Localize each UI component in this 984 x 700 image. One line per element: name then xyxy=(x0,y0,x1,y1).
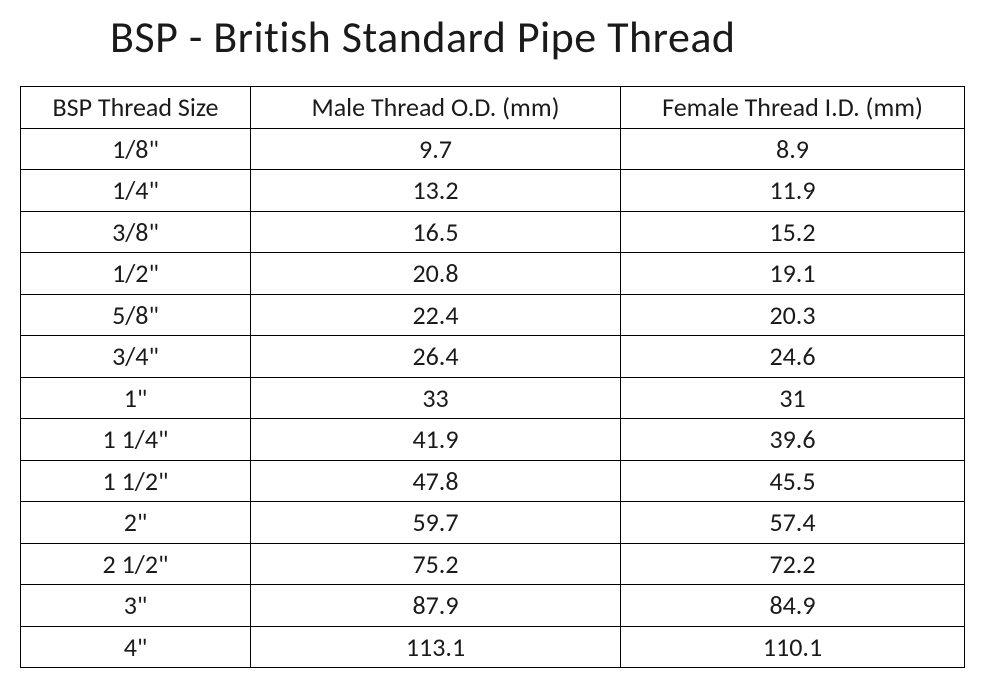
cell-size: 1 1/2" xyxy=(21,460,251,502)
cell-female-id: 11.9 xyxy=(621,170,965,212)
cell-female-id: 57.4 xyxy=(621,502,965,544)
cell-size: 1/4" xyxy=(21,170,251,212)
cell-male-od: 41.9 xyxy=(251,419,621,461)
table-row: 3/8" 16.5 15.2 xyxy=(21,211,965,253)
cell-size: 4" xyxy=(21,626,251,668)
cell-female-id: 8.9 xyxy=(621,128,965,170)
cell-size: 1 1/4" xyxy=(21,419,251,461)
table-row: 3" 87.9 84.9 xyxy=(21,585,965,627)
cell-size: 1" xyxy=(21,377,251,419)
cell-size: 5/8" xyxy=(21,294,251,336)
table-row: 1/2" 20.8 19.1 xyxy=(21,253,965,295)
cell-male-od: 16.5 xyxy=(251,211,621,253)
table-row: 2 1/2" 75.2 72.2 xyxy=(21,543,965,585)
cell-size: 2" xyxy=(21,502,251,544)
table-row: 4" 113.1 110.1 xyxy=(21,626,965,668)
cell-female-id: 24.6 xyxy=(621,336,965,378)
cell-size: 1/2" xyxy=(21,253,251,295)
cell-female-id: 45.5 xyxy=(621,460,965,502)
table-row: 1/4" 13.2 11.9 xyxy=(21,170,965,212)
cell-female-id: 84.9 xyxy=(621,585,965,627)
col-header-male-od: Male Thread O.D. (mm) xyxy=(251,87,621,129)
col-header-female-id: Female Thread I.D. (mm) xyxy=(621,87,965,129)
cell-male-od: 33 xyxy=(251,377,621,419)
table-header-row: BSP Thread Size Male Thread O.D. (mm) Fe… xyxy=(21,87,965,129)
cell-size: 1/8" xyxy=(21,128,251,170)
cell-female-id: 110.1 xyxy=(621,626,965,668)
cell-size: 3/4" xyxy=(21,336,251,378)
cell-male-od: 26.4 xyxy=(251,336,621,378)
cell-male-od: 113.1 xyxy=(251,626,621,668)
col-header-size: BSP Thread Size xyxy=(21,87,251,129)
cell-female-id: 19.1 xyxy=(621,253,965,295)
page-container: BSP - British Standard Pipe Thread BSP T… xyxy=(0,0,984,688)
cell-male-od: 22.4 xyxy=(251,294,621,336)
cell-size: 3" xyxy=(21,585,251,627)
cell-male-od: 9.7 xyxy=(251,128,621,170)
cell-female-id: 31 xyxy=(621,377,965,419)
table-row: 1 1/4" 41.9 39.6 xyxy=(21,419,965,461)
table-row: 1" 33 31 xyxy=(21,377,965,419)
thread-size-table: BSP Thread Size Male Thread O.D. (mm) Fe… xyxy=(20,86,965,668)
table-row: 1/8" 9.7 8.9 xyxy=(21,128,965,170)
table-row: 1 1/2" 47.8 45.5 xyxy=(21,460,965,502)
cell-male-od: 87.9 xyxy=(251,585,621,627)
cell-male-od: 47.8 xyxy=(251,460,621,502)
table-row: 3/4" 26.4 24.6 xyxy=(21,336,965,378)
cell-female-id: 39.6 xyxy=(621,419,965,461)
table-head: BSP Thread Size Male Thread O.D. (mm) Fe… xyxy=(21,87,965,129)
cell-female-id: 72.2 xyxy=(621,543,965,585)
cell-size: 3/8" xyxy=(21,211,251,253)
cell-female-id: 15.2 xyxy=(621,211,965,253)
table-row: 2" 59.7 57.4 xyxy=(21,502,965,544)
cell-male-od: 20.8 xyxy=(251,253,621,295)
cell-female-id: 20.3 xyxy=(621,294,965,336)
cell-male-od: 13.2 xyxy=(251,170,621,212)
table-body: 1/8" 9.7 8.9 1/4" 13.2 11.9 3/8" 16.5 15… xyxy=(21,128,965,668)
table-row: 5/8" 22.4 20.3 xyxy=(21,294,965,336)
cell-male-od: 75.2 xyxy=(251,543,621,585)
cell-male-od: 59.7 xyxy=(251,502,621,544)
page-title: BSP - British Standard Pipe Thread xyxy=(20,10,964,64)
cell-size: 2 1/2" xyxy=(21,543,251,585)
